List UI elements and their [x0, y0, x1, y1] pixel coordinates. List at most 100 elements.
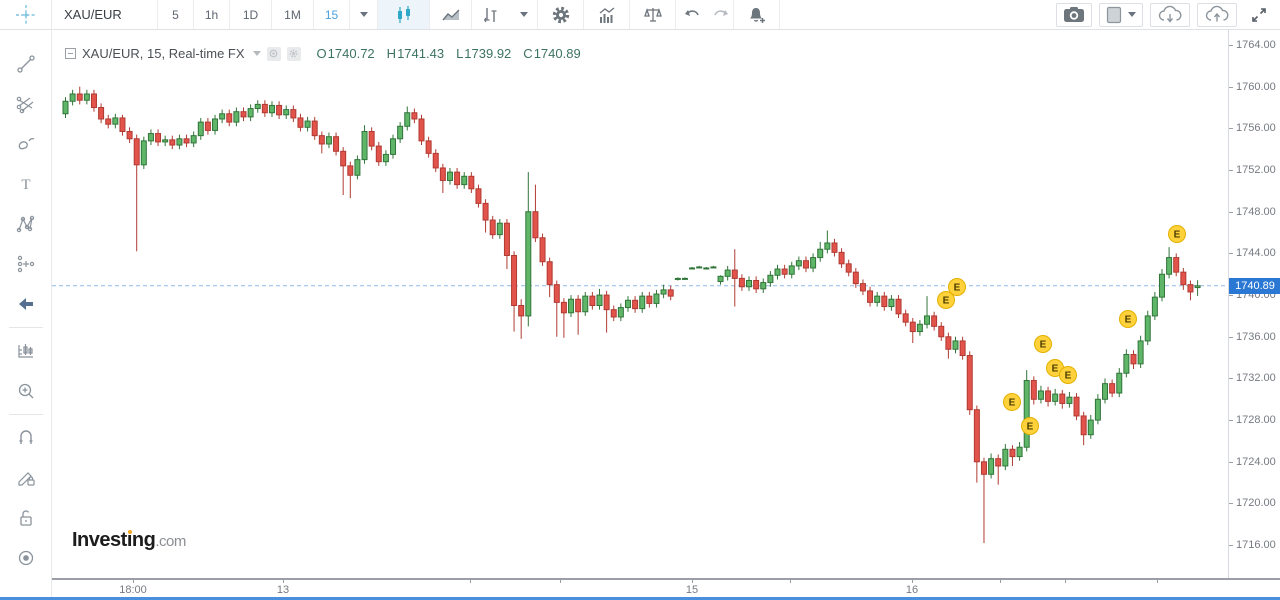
chart-style-dropdown[interactable]	[510, 0, 538, 29]
save-chart-button[interactable]	[1197, 2, 1237, 27]
interval-5[interactable]: 5	[158, 0, 194, 29]
candle	[318, 135, 325, 145]
candle	[69, 93, 76, 102]
candle	[952, 340, 959, 350]
fullscreen-button[interactable]	[1244, 2, 1274, 27]
tool-back[interactable]	[0, 284, 51, 324]
candle	[1016, 446, 1023, 458]
tool-zoom-in[interactable]	[0, 371, 51, 411]
price-axis[interactable]: 1740.89 1764.00 1760.00 1756.00 1752.00 1748…	[1228, 30, 1280, 578]
magnet-icon	[19, 430, 32, 444]
candle	[1023, 380, 1030, 448]
candle	[432, 152, 439, 169]
event-marker[interactable]: E	[1021, 417, 1039, 435]
candle	[219, 113, 226, 120]
candle	[468, 175, 475, 190]
layout-icon	[1106, 6, 1122, 23]
tool-drawing-lock[interactable]	[0, 458, 51, 498]
candle	[197, 121, 204, 137]
candle	[774, 268, 781, 276]
symbol-button[interactable]: XAU/EUR	[52, 0, 158, 29]
event-marker[interactable]: E	[937, 291, 955, 309]
bottom-border	[0, 597, 1280, 600]
candle	[1158, 273, 1165, 298]
time-tick-minor	[1065, 578, 1066, 583]
redo-button[interactable]	[708, 0, 734, 29]
crosshair-icon	[15, 4, 36, 25]
tool-measure[interactable]	[0, 331, 51, 371]
investing-logo[interactable]: Investıng.com	[72, 529, 186, 551]
event-marker[interactable]: E	[948, 278, 966, 296]
chevron-down-icon[interactable]	[252, 51, 261, 56]
time-axis[interactable]: 18:00 13 15 16	[52, 578, 1280, 600]
ohlc-high: H1741.43	[386, 46, 445, 61]
interval-1d[interactable]: 1D	[230, 0, 272, 29]
tool-fibonacci[interactable]	[0, 84, 51, 124]
tool-forecast[interactable]	[0, 244, 51, 284]
svg-text:T: T	[21, 177, 30, 193]
candle	[333, 136, 340, 152]
candle	[1173, 257, 1180, 273]
tool-xabcd-pattern[interactable]	[0, 204, 51, 244]
tool-hide-drawings[interactable]	[0, 538, 51, 578]
tool-crosshair[interactable]	[0, 0, 51, 30]
line-style-button[interactable]	[430, 0, 472, 29]
candle	[681, 277, 688, 280]
tool-text[interactable]: T	[0, 164, 51, 204]
interval-1m[interactable]: 1M	[272, 0, 314, 29]
event-marker[interactable]: E	[1003, 393, 1021, 411]
tool-magnet[interactable]	[0, 418, 51, 458]
compare-button[interactable]	[630, 0, 676, 29]
legend-visibility-button[interactable]	[266, 46, 281, 61]
candle	[553, 284, 560, 303]
load-chart-button[interactable]	[1150, 2, 1190, 27]
gear-mini-icon	[289, 49, 298, 58]
layout-button[interactable]	[1099, 2, 1143, 27]
candle	[1037, 390, 1044, 400]
indicators-button[interactable]	[584, 0, 630, 29]
camera-icon	[1064, 7, 1084, 22]
candle	[276, 104, 283, 116]
time-tick	[283, 578, 284, 583]
event-marker[interactable]: E	[1168, 225, 1186, 243]
candle	[674, 277, 681, 280]
candle	[1059, 393, 1066, 404]
time-label: 13	[276, 584, 290, 596]
snapshot-button[interactable]	[1056, 2, 1092, 27]
add-alert-button[interactable]	[734, 0, 780, 29]
event-marker[interactable]: E	[1119, 310, 1137, 328]
candle	[126, 130, 133, 140]
candle	[1116, 372, 1123, 394]
candle	[995, 458, 1002, 467]
candle	[1194, 285, 1201, 289]
interval-dropdown[interactable]	[350, 0, 378, 29]
tool-lock-all[interactable]	[0, 498, 51, 538]
settings-button[interactable]	[538, 0, 584, 29]
indicators-icon	[599, 6, 614, 23]
chart-style-button[interactable]	[472, 0, 510, 29]
trend-line-icon	[16, 55, 35, 73]
candle	[966, 355, 973, 411]
candle	[717, 275, 724, 283]
candle	[1080, 415, 1087, 436]
candle	[446, 171, 453, 181]
undo-button[interactable]	[676, 0, 708, 29]
legend-collapse-button[interactable]	[65, 48, 76, 59]
event-marker[interactable]: E	[1059, 366, 1077, 384]
interval-1h[interactable]: 1h	[194, 0, 230, 29]
event-marker[interactable]: E	[1034, 335, 1052, 353]
svg-text:E: E	[954, 283, 961, 294]
candle	[404, 112, 411, 127]
candle	[1052, 393, 1059, 402]
tool-brush[interactable]	[0, 124, 51, 164]
legend-settings-button[interactable]	[286, 46, 301, 61]
time-tick-minor	[560, 578, 561, 583]
candle	[454, 171, 461, 186]
candlestick-style-button[interactable]	[378, 0, 430, 29]
candle	[261, 103, 268, 114]
tool-trend-line[interactable]	[0, 44, 51, 84]
interval-15-active[interactable]: 15	[314, 0, 350, 29]
candle	[233, 111, 240, 123]
